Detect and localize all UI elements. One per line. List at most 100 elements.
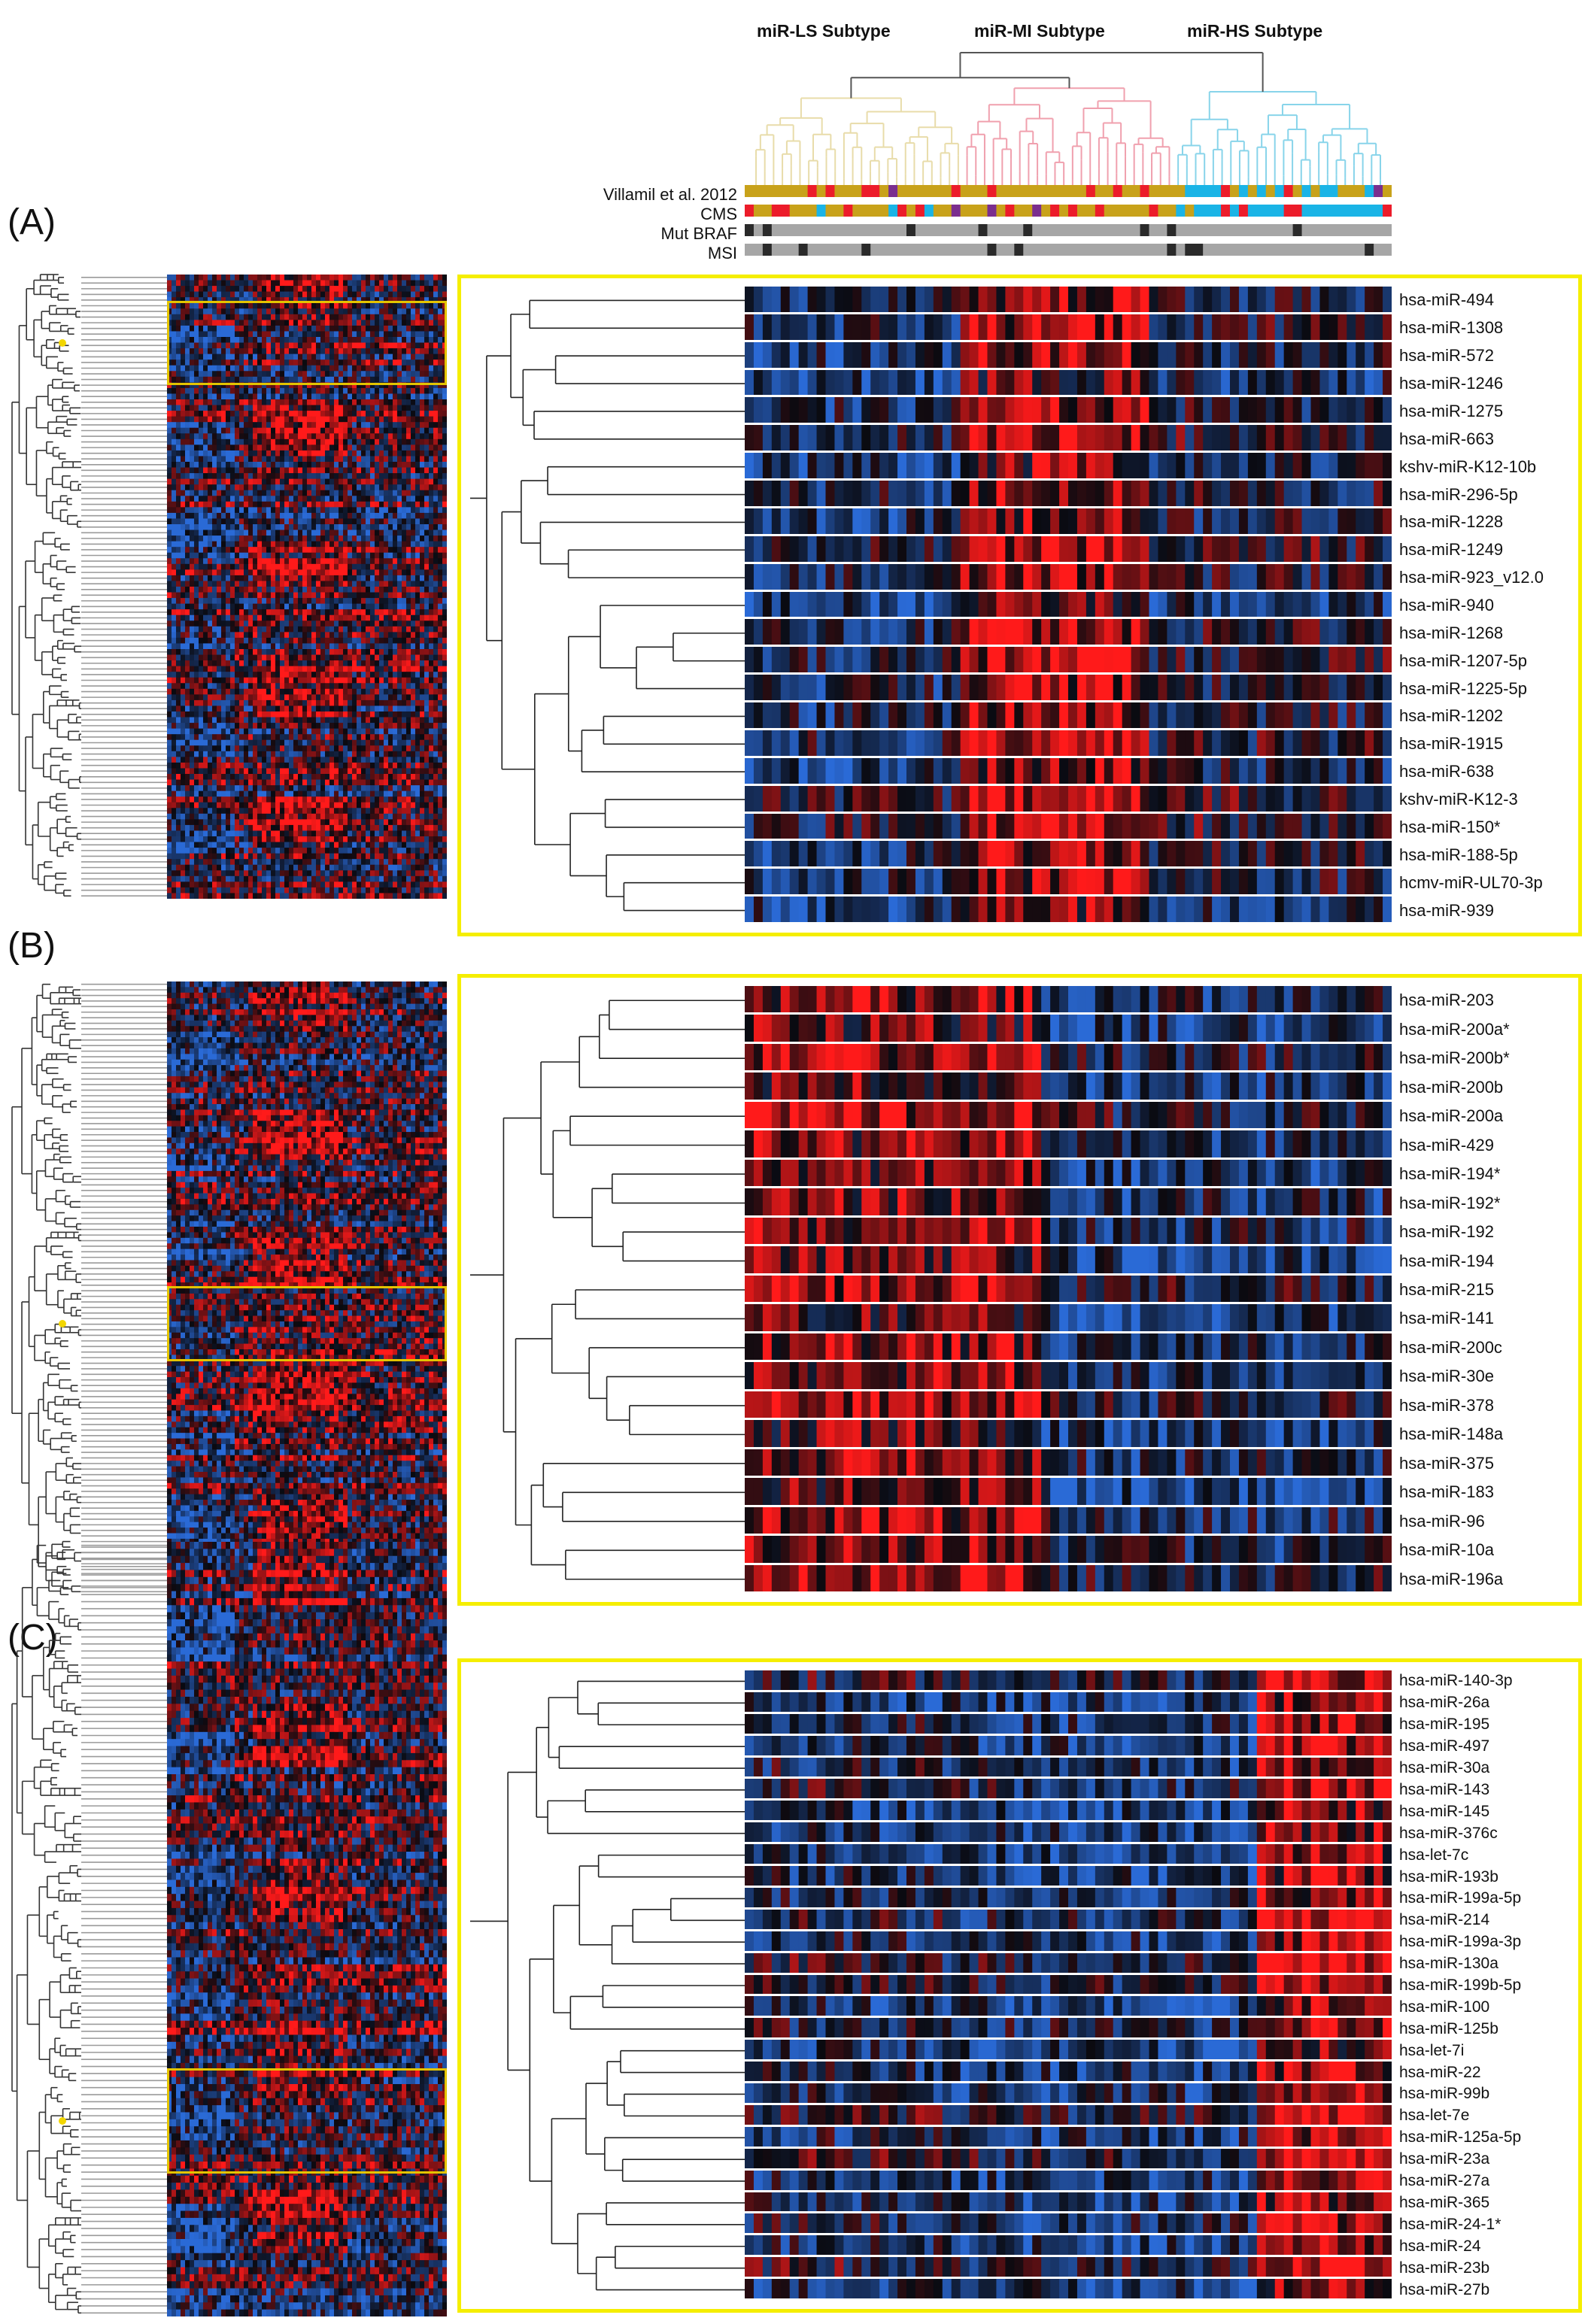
mirna-label: hsa-miR-148a xyxy=(1399,1426,1503,1443)
mirna-label: hsa-miR-199b-5p xyxy=(1399,1977,1521,1993)
heatmap-row-c-22 xyxy=(745,2148,1392,2168)
heatmap-row-c-17 xyxy=(745,2040,1392,2060)
overview-heatmap-a xyxy=(167,275,447,899)
panel-letter-a: (A) xyxy=(8,202,56,243)
heatmap-row-b-15 xyxy=(745,1420,1392,1447)
heatmap-row-a-5 xyxy=(745,425,1392,451)
heatmap-row-b-18 xyxy=(745,1506,1392,1534)
heatmap-row-a-7 xyxy=(745,481,1392,506)
mirna-label: hsa-miR-24-1* xyxy=(1399,2216,1501,2232)
mirna-label: hsa-miR-215 xyxy=(1399,1282,1494,1298)
heatmap-row-a-19 xyxy=(745,813,1392,839)
cluster-node-marker-c xyxy=(59,2117,66,2125)
mirna-label: hsa-miR-141 xyxy=(1399,1310,1494,1327)
mirna-label: hsa-miR-192 xyxy=(1399,1224,1494,1240)
mirna-label: hsa-miR-203 xyxy=(1399,992,1494,1009)
mirna-label: hsa-miR-125a-5p xyxy=(1399,2129,1521,2145)
heatmap-row-b-10 xyxy=(745,1275,1392,1303)
row-dendrogram-overview-a xyxy=(11,274,168,897)
annotation-label-villamil: Villamil et al. 2012 xyxy=(534,185,737,205)
heatmap-row-c-4 xyxy=(745,1757,1392,1777)
row-dendrogram-a xyxy=(470,299,745,912)
mirna-label: hsa-miR-1207-5p xyxy=(1399,652,1527,669)
heatmap-row-c-23 xyxy=(745,2170,1392,2190)
subtype-label-mi: miR-MI Subtype xyxy=(974,21,1105,41)
heatmap-row-c-5 xyxy=(745,1779,1392,1799)
overview-heatmap-c xyxy=(167,1542,447,2316)
mirna-label: hsa-miR-183 xyxy=(1399,1484,1494,1500)
heatmap-row-c-16 xyxy=(745,2018,1392,2038)
heatmap-row-b-16 xyxy=(745,1449,1392,1476)
mirna-label: hsa-miR-296-5p xyxy=(1399,486,1518,503)
mirna-label: hsa-miR-27a xyxy=(1399,2173,1489,2189)
mirna-label: hsa-let-7c xyxy=(1399,1847,1468,1863)
heatmap-row-b-7 xyxy=(745,1188,1392,1215)
mirna-label: hsa-miR-192* xyxy=(1399,1194,1501,1212)
row-dendrogram-overview-b xyxy=(11,983,168,1593)
heatmap-row-c-19 xyxy=(745,2083,1392,2103)
mirna-label: hsa-miR-27b xyxy=(1399,2282,1489,2298)
heatmap-row-b-12 xyxy=(745,1333,1392,1361)
heatmap-row-b-19 xyxy=(745,1536,1392,1563)
heatmap-row-c-14 xyxy=(745,1974,1392,1995)
mirna-label: hsa-miR-130a xyxy=(1399,1955,1498,1971)
mirna-label: hsa-let-7e xyxy=(1399,2107,1469,2123)
heatmap-row-b-8 xyxy=(745,1217,1392,1245)
annotation-label-msi: MSI xyxy=(534,244,737,263)
mirna-label: hsa-miR-375 xyxy=(1399,1455,1494,1472)
heatmap-row-a-10 xyxy=(745,563,1392,590)
heatmap-row-a-20 xyxy=(745,841,1392,867)
mirna-label: hsa-miR-663 xyxy=(1399,430,1494,448)
zoomed-cluster-frame-a xyxy=(457,275,1582,936)
mirna-label: hsa-miR-200c xyxy=(1399,1339,1502,1356)
cluster-node-marker-a xyxy=(59,339,66,347)
mirna-label: hsa-miR-376c xyxy=(1399,1825,1498,1841)
mirna-label: hsa-miR-1308 xyxy=(1399,320,1503,336)
mirna-label: hsa-miR-30e xyxy=(1399,1368,1494,1385)
mirna-label: hsa-miR-125b xyxy=(1399,2021,1498,2037)
heatmap-row-c-24 xyxy=(745,2192,1392,2212)
heatmap-row-b-20 xyxy=(745,1564,1392,1591)
heatmap-row-b-0 xyxy=(745,986,1392,1013)
heatmap-row-b-13 xyxy=(745,1362,1392,1389)
heatmap-row-a-13 xyxy=(745,647,1392,673)
mirna-label: hsa-miR-365 xyxy=(1399,2195,1489,2210)
mirna-label: hsa-miR-1225-5p xyxy=(1399,680,1527,697)
heatmap-row-a-4 xyxy=(745,397,1392,423)
mirna-label: hsa-miR-1246 xyxy=(1399,375,1503,392)
heatmap-row-b-5 xyxy=(745,1130,1392,1157)
zoomed-cluster-frame-c xyxy=(457,1658,1582,2313)
mirna-label: hsa-miR-195 xyxy=(1399,1716,1489,1732)
heatmap-row-a-6 xyxy=(745,453,1392,479)
heatmap-row-c-25 xyxy=(745,2213,1392,2234)
mirna-label: hsa-miR-1915 xyxy=(1399,736,1503,752)
heatmap-row-a-3 xyxy=(745,369,1392,396)
selected-cluster-highlight-a xyxy=(167,301,447,385)
mirna-label: hsa-miR-196a xyxy=(1399,1570,1503,1588)
mirna-label: hsa-miR-194* xyxy=(1399,1166,1501,1182)
mirna-label: hsa-miR-497 xyxy=(1399,1738,1489,1754)
mirna-label: hsa-miR-494 xyxy=(1399,292,1494,308)
mirna-label: kshv-miR-K12-3 xyxy=(1399,791,1518,808)
heatmap-row-c-18 xyxy=(745,2062,1392,2082)
mirna-label: hsa-let-7i xyxy=(1399,2043,1464,2059)
heatmap-row-a-17 xyxy=(745,757,1392,784)
heatmap-row-a-9 xyxy=(745,535,1392,562)
mirna-label: hsa-miR-200b* xyxy=(1399,1050,1510,1066)
heatmap-row-a-18 xyxy=(745,785,1392,812)
mirna-label: hsa-miR-429 xyxy=(1399,1136,1494,1154)
heatmap-row-c-20 xyxy=(745,2104,1392,2125)
mirna-label: hsa-miR-23b xyxy=(1399,2260,1489,2276)
mirna-label: hsa-miR-145 xyxy=(1399,1804,1489,1819)
mirna-label: hsa-miR-100 xyxy=(1399,1999,1489,2015)
heatmap-row-a-15 xyxy=(745,702,1392,728)
heatmap-row-b-4 xyxy=(745,1101,1392,1129)
zoomed-cluster-frame-b xyxy=(457,974,1582,1606)
mirna-label: hsa-miR-199a-3p xyxy=(1399,1934,1521,1949)
heatmap-row-c-11 xyxy=(745,1909,1392,1929)
heatmap-row-c-10 xyxy=(745,1887,1392,1907)
heatmap-row-c-2 xyxy=(745,1713,1392,1734)
mirna-label: hsa-miR-939 xyxy=(1399,902,1494,919)
mirna-label: kshv-miR-K12-10b xyxy=(1399,458,1536,475)
subtype-label-hs: miR-HS Subtype xyxy=(1187,21,1322,41)
